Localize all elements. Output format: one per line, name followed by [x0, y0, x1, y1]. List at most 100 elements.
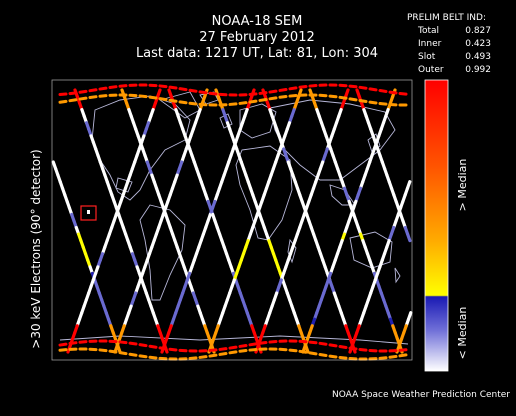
orbit-track-segment	[238, 101, 248, 105]
orbit-track-segment	[348, 346, 358, 351]
colorbar	[424, 79, 449, 372]
orbit-track-segment	[78, 340, 88, 344]
belt-index-label: Slot	[418, 52, 436, 62]
orbit-track-segment	[308, 84, 318, 88]
footer-credit: NOAA Space Weather Prediction Center	[332, 390, 510, 400]
orbit-track-segment	[328, 343, 338, 348]
orbit-track-segment	[278, 95, 288, 99]
orbit-track-segment	[228, 350, 238, 355]
orbit-track-segment	[218, 351, 228, 356]
orbit-track-segment	[248, 99, 258, 104]
orbit-track-segment	[58, 342, 68, 347]
belt-index-value: 0.827	[465, 26, 491, 36]
orbit-track-segment	[118, 84, 128, 88]
colorbar-lower-label: < Median	[456, 307, 469, 360]
orbit-track-segment	[78, 89, 88, 94]
orbit-track-segment	[318, 353, 328, 357]
orbit-track-segment	[58, 99, 68, 104]
orbit-track-segment	[208, 353, 218, 358]
orbit-track-segment	[258, 97, 268, 102]
orbit-track-segment	[238, 349, 248, 353]
orbit-track-segment	[406, 232, 412, 243]
orbit-track-segment	[188, 88, 198, 93]
orbit-track-segment	[308, 340, 318, 345]
last-data-title: Last data: 1217 UT, Lat: 81, Lon: 304	[136, 46, 378, 61]
orbit-track-segment	[378, 89, 388, 93]
orbit-track-segment	[238, 343, 248, 348]
orbit-track-segment	[398, 348, 408, 352]
satellite-title: NOAA-18 SEM	[212, 14, 303, 29]
orbit-track-segment	[378, 356, 388, 360]
orbit-track-segment	[268, 96, 278, 101]
orbit-track-segment	[128, 352, 138, 357]
orbit-track-segment	[118, 351, 128, 356]
orbit-track-segment	[398, 353, 408, 358]
orbit-track-segment	[218, 347, 228, 351]
orbit-track-segment	[278, 87, 288, 92]
orbit-track-segment	[248, 342, 258, 347]
orbit-track-segment	[88, 88, 98, 93]
orbit-track-segment	[98, 94, 108, 98]
belt-index-label: Outer	[418, 65, 444, 75]
orbit-track-segment	[148, 344, 158, 349]
orbit-track-segment	[248, 348, 258, 352]
orbit-track-segment	[228, 102, 238, 106]
orbit-track-segment	[108, 349, 118, 354]
orbit-track-segment	[158, 84, 168, 89]
orbit-track-segment	[328, 94, 338, 99]
orbit-track-segment	[308, 351, 318, 356]
orbit-track-segment	[348, 84, 358, 89]
map-frame	[51, 79, 413, 361]
orbit-track-segment	[198, 355, 208, 359]
orbit-track-segment	[388, 354, 398, 359]
belt-index-label: Inner	[418, 39, 442, 49]
orbit-track-segment	[378, 101, 388, 106]
orbit-track-segment	[188, 356, 198, 360]
orbit-track-segment	[188, 101, 198, 106]
orbit-track-segment	[138, 94, 148, 99]
orbit-track-segment	[398, 91, 408, 96]
world-map	[51, 79, 413, 361]
orbit-track-segment	[68, 91, 78, 96]
orbit-tracks	[51, 83, 413, 361]
orbit-track-segment	[128, 341, 138, 346]
orbit-track-segment	[298, 85, 308, 89]
orbit-track-segment	[298, 349, 308, 354]
colorbar-upper-label: > Median	[456, 159, 469, 212]
orbit-track-segment	[258, 341, 268, 345]
orbit-track-segment	[178, 87, 188, 92]
orbit-track-segment	[348, 97, 358, 102]
orbit-track-segment	[208, 91, 218, 96]
orbit-track-segment	[338, 345, 348, 349]
orbit-track-segment	[98, 348, 108, 353]
orbit-track-segment	[288, 86, 298, 91]
orbit-track-segment	[288, 348, 298, 353]
orbit-track-segment	[108, 85, 118, 89]
orbit-track-segment	[358, 347, 368, 352]
orbit-track-segment	[168, 98, 178, 103]
map-background	[52, 80, 412, 360]
orbit-track-segment	[268, 340, 278, 344]
y-axis-label: >30 keV Electrons (90° detector)	[29, 149, 43, 348]
orbit-track-segment	[168, 85, 178, 90]
orbit-track-segment	[68, 98, 78, 103]
belt-index-title: PRELIM BELT IND:	[407, 13, 486, 23]
orbit-track-segment	[338, 95, 348, 100]
belt-index-value: 0.423	[465, 39, 491, 49]
orbit-track-segment	[328, 354, 338, 359]
satellite-position-marker	[80, 205, 97, 221]
orbit-track-segment	[248, 92, 258, 96]
orbit-track-segment	[178, 100, 188, 105]
orbit-track-segment	[118, 340, 128, 345]
orbit-track-segment	[358, 99, 368, 103]
orbit-track-segment	[268, 89, 278, 94]
orbit-track-segment	[368, 100, 378, 105]
orbit-track-segment	[318, 341, 328, 346]
orbit-track-segment	[88, 95, 98, 99]
date-title: 27 February 2012	[199, 30, 315, 45]
orbit-track-segment	[258, 91, 268, 95]
belt-index-value: 0.992	[465, 65, 491, 75]
orbit-track-segment	[138, 354, 148, 359]
belt-index-panel: PRELIM BELT IND: Total 0.827 Inner 0.423…	[407, 13, 491, 75]
belt-index-value: 0.493	[465, 52, 491, 62]
